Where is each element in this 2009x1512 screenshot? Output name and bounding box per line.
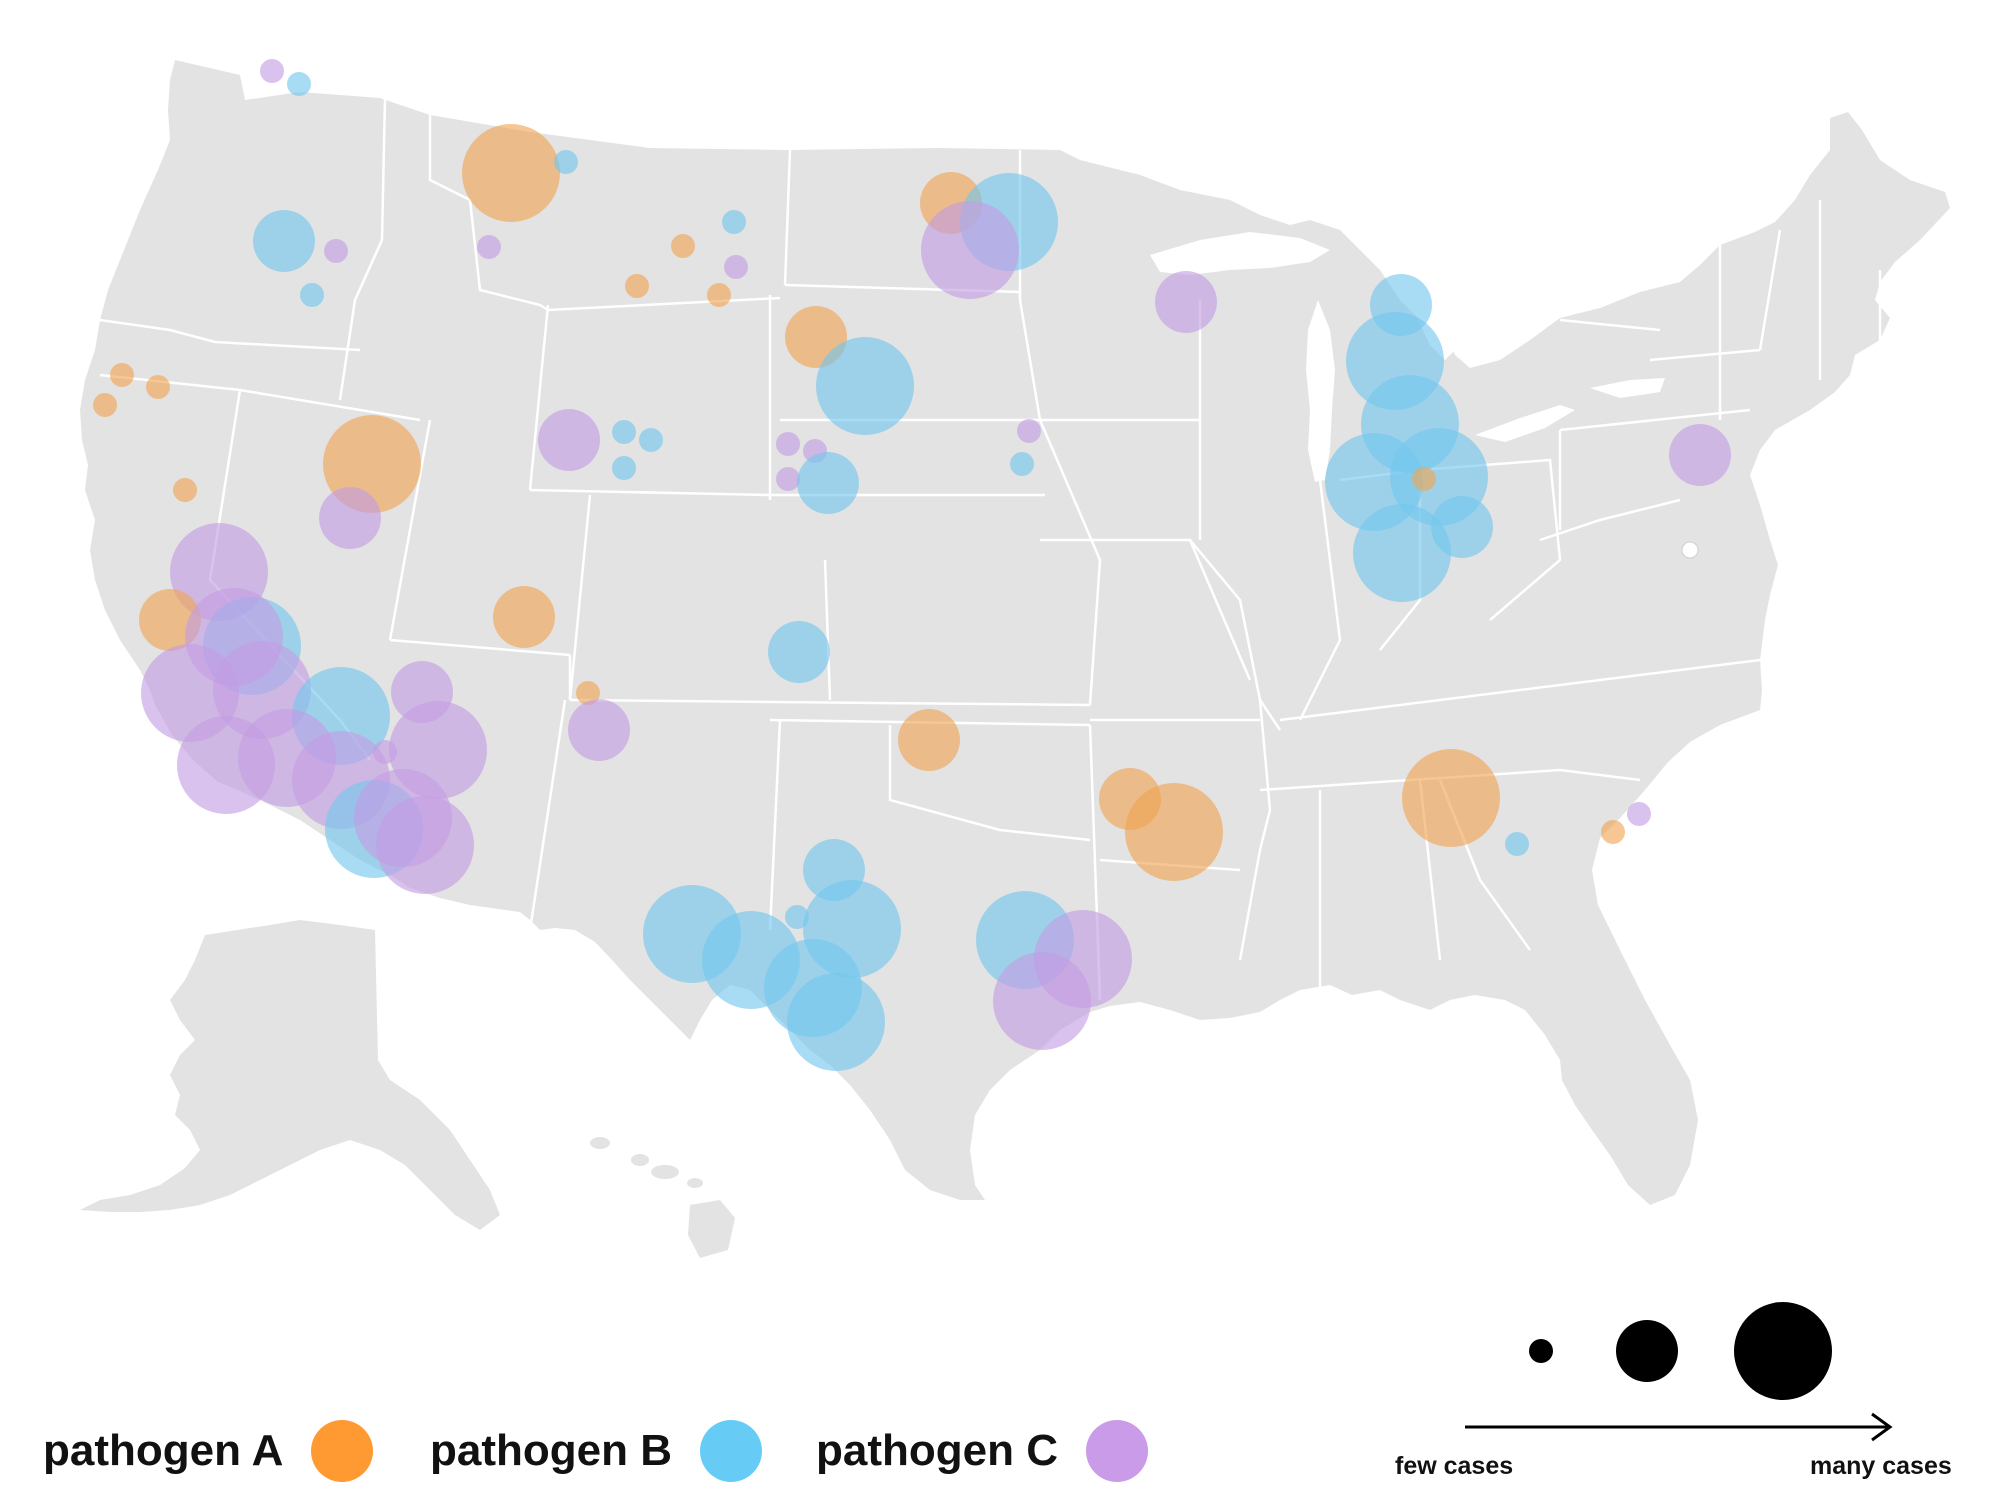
bubble-pathogen-b [797, 452, 859, 514]
bubble-pathogen-c [1669, 424, 1731, 486]
bubble-pathogen-b [612, 456, 636, 480]
bubble-pathogen-c [538, 409, 600, 471]
legend-pathogen-c-swatch [1085, 1420, 1148, 1482]
bubble-pathogen-b [768, 621, 830, 683]
bubble-pathogen-a [493, 586, 555, 648]
bubble-pathogen-a [898, 709, 960, 771]
bubble-pathogen-c [724, 255, 748, 279]
bubble-pathogen-c [477, 235, 501, 259]
bubble-pathogen-b [787, 973, 885, 1071]
alaska-landmass [80, 920, 500, 1230]
lake-michigan [1306, 300, 1335, 482]
bubble-pathogen-c [993, 952, 1091, 1050]
bubble-pathogen-c [1627, 802, 1651, 826]
bubble-pathogen-c [324, 239, 348, 263]
bubble-pathogen-b [1505, 832, 1529, 856]
bubble-pathogen-a [1125, 783, 1223, 881]
size-scale-legend [1465, 1302, 1893, 1442]
contiguous-us-landmass [80, 60, 1950, 1205]
bubble-pathogen-b [554, 150, 578, 174]
legend-pathogen-c-label: pathogen C [816, 1426, 1058, 1475]
bubble-pathogen-c [776, 467, 800, 491]
legend-pathogen-a: pathogen A [43, 1420, 374, 1482]
bubble-pathogen-b [722, 210, 746, 234]
lake-ontario [1590, 378, 1665, 398]
bubble-pathogen-c [319, 487, 381, 549]
bubble-pathogen-c [776, 432, 800, 456]
bubble-pathogen-a [1412, 467, 1436, 491]
lake-erie [1475, 405, 1575, 442]
legend-pathogen-b: pathogen B [430, 1420, 762, 1482]
bubble-pathogen-a [1402, 749, 1500, 847]
bubble-pathogen-c [260, 59, 284, 83]
legend-pathogen-b-label: pathogen B [430, 1426, 672, 1475]
bubble-pathogen-b [253, 210, 315, 272]
bubble-pathogen-b [612, 420, 636, 444]
bubble-pathogen-c [921, 201, 1019, 299]
bubble-pathogen-a [576, 681, 600, 705]
bubble-pathogen-b [1010, 452, 1034, 476]
bubble-pathogen-a [671, 234, 695, 258]
bubble-pathogen-c [1017, 419, 1041, 443]
bubble-pathogen-c [376, 796, 474, 894]
legend-pathogen-a-label: pathogen A [43, 1426, 284, 1475]
dc-marker [1681, 541, 1699, 559]
bubble-pathogen-b [287, 72, 311, 96]
hawaii-islands [590, 1137, 735, 1258]
bubble-pathogen-c [568, 699, 630, 761]
bubble-pathogen-a [110, 363, 134, 387]
bubble-pathogen-b [639, 428, 663, 452]
size-scale-medium-dot [1616, 1320, 1678, 1382]
legend-pathogen-b-swatch [699, 1420, 762, 1482]
bubble-pathogen-b [785, 905, 809, 929]
case-bubbles [93, 59, 1731, 1071]
size-scale-large-dot [1734, 1302, 1832, 1400]
bubble-pathogen-a [707, 283, 731, 307]
bubble-pathogen-c [1155, 271, 1217, 333]
bubble-pathogen-a [1601, 820, 1625, 844]
size-scale-max-label: many cases [1810, 1452, 1952, 1480]
bubble-pathogen-b [1353, 504, 1451, 602]
bubble-pathogen-a [93, 393, 117, 417]
size-scale-arrow-head [1871, 1412, 1893, 1442]
bubble-pathogen-b [300, 283, 324, 307]
bubble-pathogen-a [173, 478, 197, 502]
size-scale-min-label: few cases [1395, 1452, 1514, 1480]
bubble-pathogen-b [816, 337, 914, 435]
bubble-pathogen-a [625, 274, 649, 298]
lake-superior [1150, 232, 1330, 275]
legend-pathogen-c: pathogen C [816, 1420, 1148, 1482]
bubble-pathogen-a [146, 375, 170, 399]
legend-pathogen-a-swatch [311, 1420, 374, 1482]
size-scale-small-dot [1529, 1339, 1553, 1363]
bubble-pathogen-a [462, 124, 560, 222]
